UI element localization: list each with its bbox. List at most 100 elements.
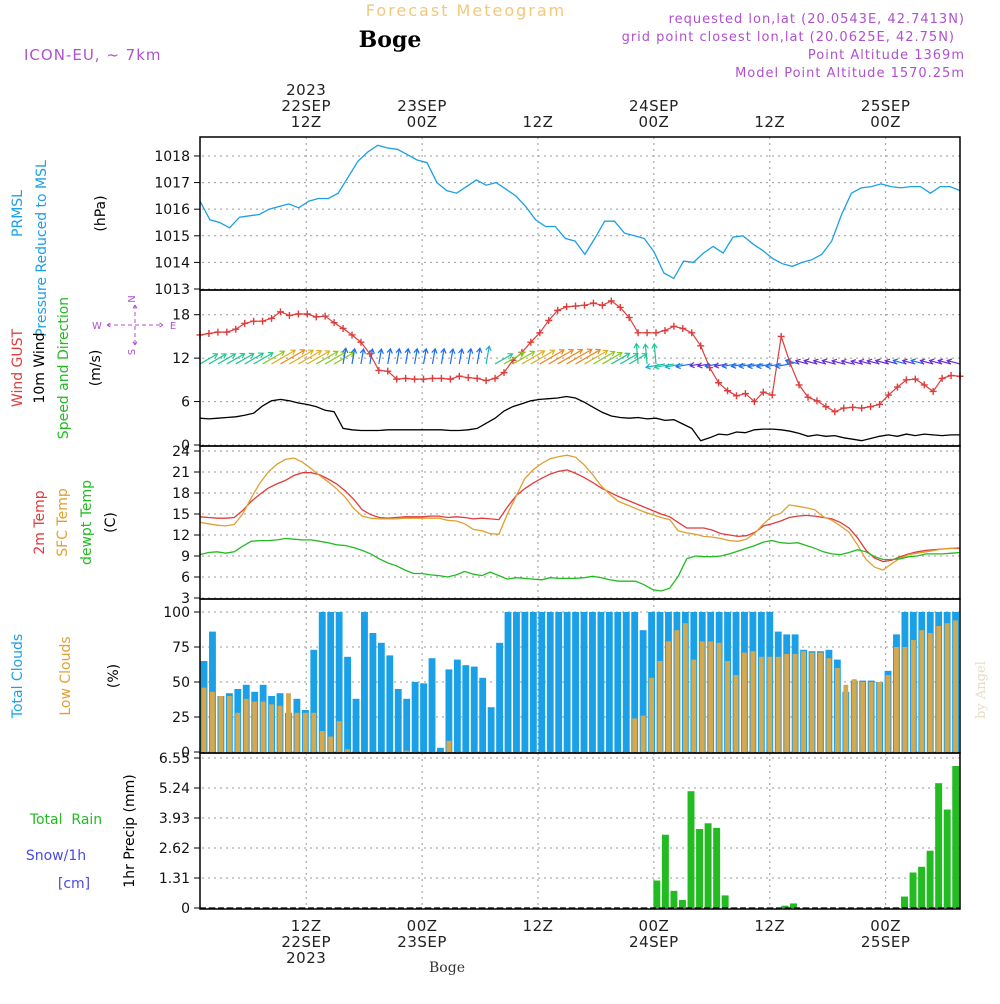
wind-direction-arrow [217,353,236,365]
wind-arrow-head [794,358,801,365]
wind-arrow-head [803,358,810,365]
wind-gust-marker [285,311,293,319]
panel-legend-label: Pressure Reduced to MSL [34,160,50,337]
wind-direction-arrow [654,363,674,368]
low-cloud-bar [944,623,950,752]
wind-arrow-head [946,358,953,365]
wind-direction-arrow [665,363,683,368]
total-cloud-bar [411,682,419,752]
low-cloud-bar [758,656,764,752]
wind-arrow-head [248,352,255,359]
rain-bar [943,809,951,908]
wind-gust-marker [500,369,508,377]
model-point-altitude: Model Point Altitude 1570.25m [735,66,965,81]
wind-direction-arrow [929,360,943,365]
wind-arrow-head [507,353,514,359]
wind-arrow-head [850,359,857,366]
wind-arrow-head [413,347,420,354]
wind-direction-arrow [298,350,322,365]
wind-gust-marker [339,324,347,332]
wind-direction-arrow [485,346,490,365]
wind-arrow-head [431,347,438,354]
point-altitude: Point Altitude 1369m [808,48,965,63]
rain-bar [687,791,695,908]
wind-direction-arrow [199,353,218,365]
wind-arrow-head [342,347,349,354]
rain-bar [790,903,797,908]
wind-direction-arrow [676,363,692,368]
wind-gust-marker [607,297,615,305]
wind-arrow-head [230,353,237,359]
total-cloud-bar [605,612,613,752]
wind-gust-marker [545,317,553,325]
wind-gust-marker [482,377,490,385]
wind-arrow-head [212,353,219,359]
bottom-time-label: 00Z [870,917,901,935]
wind-arrow-head [653,363,660,370]
rain-bar [781,905,789,908]
temperature-panel: 3 6 9 12 15 18 21 24 2m Temp SFC Temp dewpt Temp (C… [32,444,961,607]
bottom-time-label: 00Z [407,917,438,935]
wind-arrow-head [784,358,791,365]
wind-arrow-head [529,350,536,357]
footer-location: Boge [429,960,465,976]
total-cloud-bar [538,612,546,752]
temperature-line [199,469,960,563]
wind-direction-arrow [645,363,666,368]
low-cloud-bar [775,656,781,752]
panel-units-label: (C) [103,512,119,533]
top-time-label: 12Z [291,113,322,131]
y-tick-label: 50 [172,675,190,691]
panel-units-label: (m/s) [88,350,104,387]
wind-gust-marker [724,387,732,395]
wind-gust-marker [589,299,597,307]
y-tick-label: 1.31 [159,871,190,887]
low-cloud-bar [919,630,925,752]
wind-direction-arrow [610,352,630,365]
compass-west: W [92,321,102,332]
wind-arrow-head [332,350,339,357]
wind-gust-marker [867,403,875,411]
wind-gust-marker [616,303,624,311]
wind-direction-arrow [813,360,827,365]
wind-gust-marker [697,342,705,350]
wind-direction-arrow [584,350,608,365]
wind-gust-marker [312,313,320,321]
total-cloud-bar [428,658,436,752]
top-time-label: 24SEP [629,97,679,115]
wind-arrow-head [664,363,671,370]
low-cloud-bar [792,654,798,752]
top-time-label: 22SEP [281,97,331,115]
wind-gust-marker [580,301,588,309]
wind-arrow-head [422,347,429,354]
low-cloud-bar [716,642,722,752]
wind-direction-arrow [271,349,296,365]
wind-direction-arrow [795,360,809,365]
wind-direction-arrow [431,348,436,365]
wind-arrow-head [624,352,631,359]
wind-direction-arrow [832,360,844,365]
wind-direction-arrow [226,353,245,365]
y-tick-label: 12 [172,351,190,367]
wind-direction-arrow [644,344,648,364]
wind-arrow-head [840,358,847,366]
low-cloud-bar [801,651,806,752]
total-cloud-bar [352,698,360,752]
wind-gust-marker [205,330,213,338]
low-cloud-bar [302,712,308,752]
wind-arrow-head [774,362,781,369]
wind-gust-marker [652,329,660,337]
top-time-label: 12Z [754,113,785,131]
top-time-label: 00Z [407,113,438,131]
y-tick-label: 3.93 [159,811,190,827]
total-cloud-bar [563,612,571,752]
precip-panel: 0 1.31 2.62 3.93 5.24 6.55 Total Rain Snow/1h [c… [26,751,961,917]
wind-direction-arrow [476,348,481,365]
compass-rose: N S W E [92,295,176,355]
panel-units-label: 1hr Precip (mm) [122,774,138,887]
low-cloud-bar [243,698,249,752]
wind-arrow-head [937,358,944,365]
total-cloud-bar [361,612,368,752]
wind-direction-arrow [289,349,314,365]
